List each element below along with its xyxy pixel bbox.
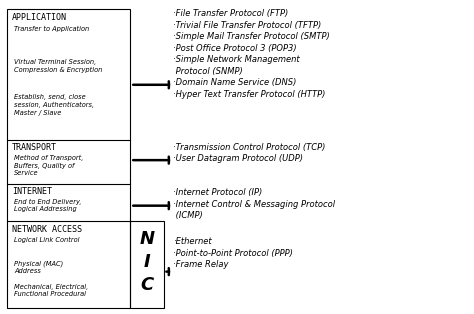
Text: NETWORK ACCESS: NETWORK ACCESS <box>12 225 82 234</box>
Bar <box>7 9 130 308</box>
Text: Method of Transport,
Buffers, Quality of
Service: Method of Transport, Buffers, Quality of… <box>14 155 83 176</box>
Text: End to End Delivery,
Logical Addressing: End to End Delivery, Logical Addressing <box>14 199 82 212</box>
Text: I: I <box>144 253 150 271</box>
Text: Logical Link Control: Logical Link Control <box>14 237 80 243</box>
Text: Mechanical, Electrical,
Functional Procedural: Mechanical, Electrical, Functional Proce… <box>14 284 89 297</box>
Text: ·Ethernet
·Point-to-Point Protocol (PPP)
·Frame Relay: ·Ethernet ·Point-to-Point Protocol (PPP)… <box>173 237 293 269</box>
Text: APPLICATION: APPLICATION <box>12 13 67 22</box>
Text: ·Internet Protocol (IP)
·Internet Control & Messaging Protocol
 (ICMP): ·Internet Protocol (IP) ·Internet Contro… <box>173 188 335 220</box>
Text: N: N <box>139 230 155 248</box>
Text: Physical (MAC)
Address: Physical (MAC) Address <box>14 260 64 274</box>
Text: Establish, send, close
session, Authenticators,
Master / Slave: Establish, send, close session, Authenti… <box>14 94 94 116</box>
Text: INTERNET: INTERNET <box>12 187 52 196</box>
Bar <box>130 221 164 308</box>
Text: Transfer to Application: Transfer to Application <box>14 26 90 32</box>
Text: ·File Transfer Protocol (FTP)
·Trivial File Transfer Protocol (TFTP)
·Simple Mai: ·File Transfer Protocol (FTP) ·Trivial F… <box>173 9 330 99</box>
Text: TRANSPORT: TRANSPORT <box>12 143 57 152</box>
Text: Virtual Terminal Session,
Compression & Encryption: Virtual Terminal Session, Compression & … <box>14 59 102 73</box>
Text: C: C <box>140 276 154 294</box>
Text: ·Transmission Control Protocol (TCP)
·User Datagram Protocol (UDP): ·Transmission Control Protocol (TCP) ·Us… <box>173 143 325 163</box>
